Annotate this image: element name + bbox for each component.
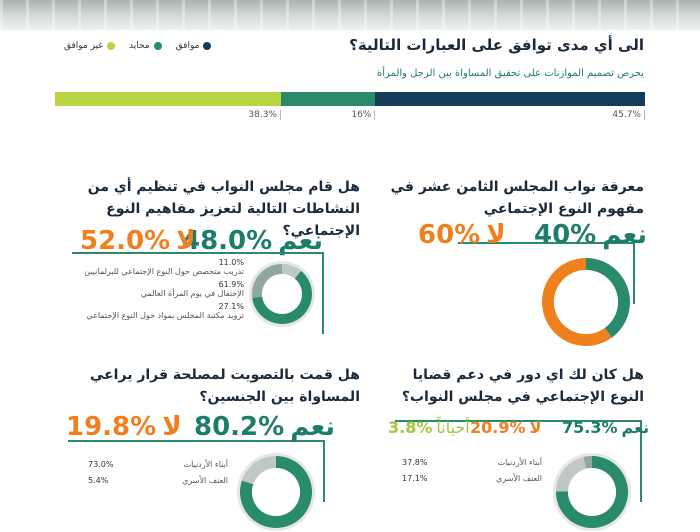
list-item-value: 73.0% [88,460,114,469]
question-2-list: 11.0% تدريب متخصص حول النوع الإجتماعي لل… [76,258,244,320]
donut-hole [554,270,618,334]
donut-hole [252,468,300,516]
question-4-yes: نعم 80.2% [194,412,335,442]
bar-value-label: 45.7% [375,110,645,120]
question-4-bracket [68,440,325,502]
list-item-value: 27.1% [218,302,244,311]
yes-value: 48.0% [182,226,273,256]
list-item-label: العنف الأسري [182,476,228,485]
list-item: 17.1% العنف الأسري [402,474,542,483]
bar-segment-1 [280,92,376,106]
yes-value: 80.2% [194,412,285,442]
legend-label: محايد [129,41,150,51]
yes-label: نعم [621,418,650,437]
stacked-bar-labels: 45.7% 16% 38.3% [55,110,645,124]
legend-swatch-icon [107,42,116,50]
question-2-bracket [72,252,324,334]
yes-label: نعم [290,412,336,442]
question-4-list: 73.0% أبناء الأردنيات 5.4% العنف الأسري [88,460,228,485]
list-item-value: 37.8% [402,458,428,467]
list-item-label: تدريب متخصص حول النوع الإجتماعي للبرلمان… [84,267,244,276]
list-item: 73.0% أبناء الأردنيات [88,460,228,469]
stacked-bar [55,92,645,106]
question-1-donut [542,258,630,346]
question-4-title: هل قمت بالتصويت لمصلحة قرار يراعي المساو… [89,367,360,405]
question-2-donut [249,261,315,327]
list-item-value: 17.1% [402,474,428,483]
question-2-no: لا 52.0% [80,226,196,256]
legend-swatch-icon [203,42,212,50]
donut-slice [583,456,592,469]
yes-label: نعم [602,220,648,250]
question-3-list: 37.8% أبناء الأردنيات 17.1% العنف الأسري [402,458,542,483]
donut-hole [568,468,616,516]
no-label: لا [162,412,182,442]
question-1-yes: نعم 40% [534,220,647,250]
donut-slice [542,258,612,346]
bar-value-label: 38.3% [55,110,281,120]
no-label: لا [486,220,506,250]
donut-slice [282,264,302,279]
donut-slice [241,456,276,485]
question-1-no: لا 60% [418,220,506,250]
no-label: لا [176,226,196,256]
no-value: 19.8% [66,412,157,442]
header-banner-image [0,0,700,30]
no-value: 20.9% [470,418,526,437]
legend-label: غير موافق [64,41,104,51]
donut-slice [556,457,587,492]
sometimes-value: 3.8% [388,418,433,437]
list-item-label: تزويد مكتبة المجلس بمواد حول النوع الإجت… [86,311,244,320]
section-title: الى أي مدى توافق على العبارات التالية؟ [349,36,644,54]
no-value: 60% [418,220,481,250]
list-item-value: 11.0% [218,258,244,267]
sometimes-label: أحياناً [436,418,470,437]
list-item-label: أبناء الأردنيات [183,460,228,469]
list-item-label: العنف الأسري [496,474,542,483]
question-3-sometimes: أحياناً 3.8% [388,418,470,437]
donut-slice [252,270,312,324]
legend-item-disagree: غير موافق [64,41,116,51]
question-3-title: هل كان لك اي دور في دعم قضايا النوع الإج… [401,367,644,405]
list-item-value: 61.9% [218,280,244,289]
donut-slice [252,264,282,298]
question-1-bracket [458,242,635,304]
question-4-donut [237,453,315,531]
list-item-value: 5.4% [88,476,109,485]
yes-label: نعم [278,226,324,256]
bar-segment-2 [55,92,281,106]
question-3-yes: نعم 75.3% [562,418,649,437]
donut-hole [262,274,302,314]
list-item: 5.4% العنف الأسري [88,476,228,485]
legend: غير موافق محايد موافق [64,41,212,51]
yes-value: 40% [534,220,597,250]
legend-item-agree: موافق [176,41,212,51]
question-3-donut [553,453,631,531]
no-label: لا [529,418,542,437]
yes-value: 75.3% [562,418,618,437]
bar-value-label: 16% [281,110,376,120]
legend-swatch-icon [153,42,162,50]
list-item: 37.8% أبناء الأردنيات [402,458,542,467]
question-3-bracket [395,420,642,502]
question-4-no: لا 19.8% [66,412,182,442]
question-2-title: هل قام مجلس النواب في تنظيم أي من النشاط… [87,179,360,239]
statement-text: يحرص تصميم الموازنات على تحقيق المساواة … [377,68,644,79]
no-value: 52.0% [80,226,171,256]
list-item-label: أبناء الأردنيات [497,458,542,467]
legend-item-neutral: محايد [129,41,162,51]
legend-label: موافق [175,41,200,51]
donut-slice [586,258,630,338]
list-item-label: الإحتفال في يوم المرأة العالمي [140,289,244,298]
question-2-yes: نعم 48.0% [182,226,323,256]
question-3-no: لا 20.9% [470,418,541,437]
question-1-title: معرفة نواب المجلس الثامن عشر في مفهوم ال… [390,179,644,217]
bar-segment-0 [375,92,645,106]
